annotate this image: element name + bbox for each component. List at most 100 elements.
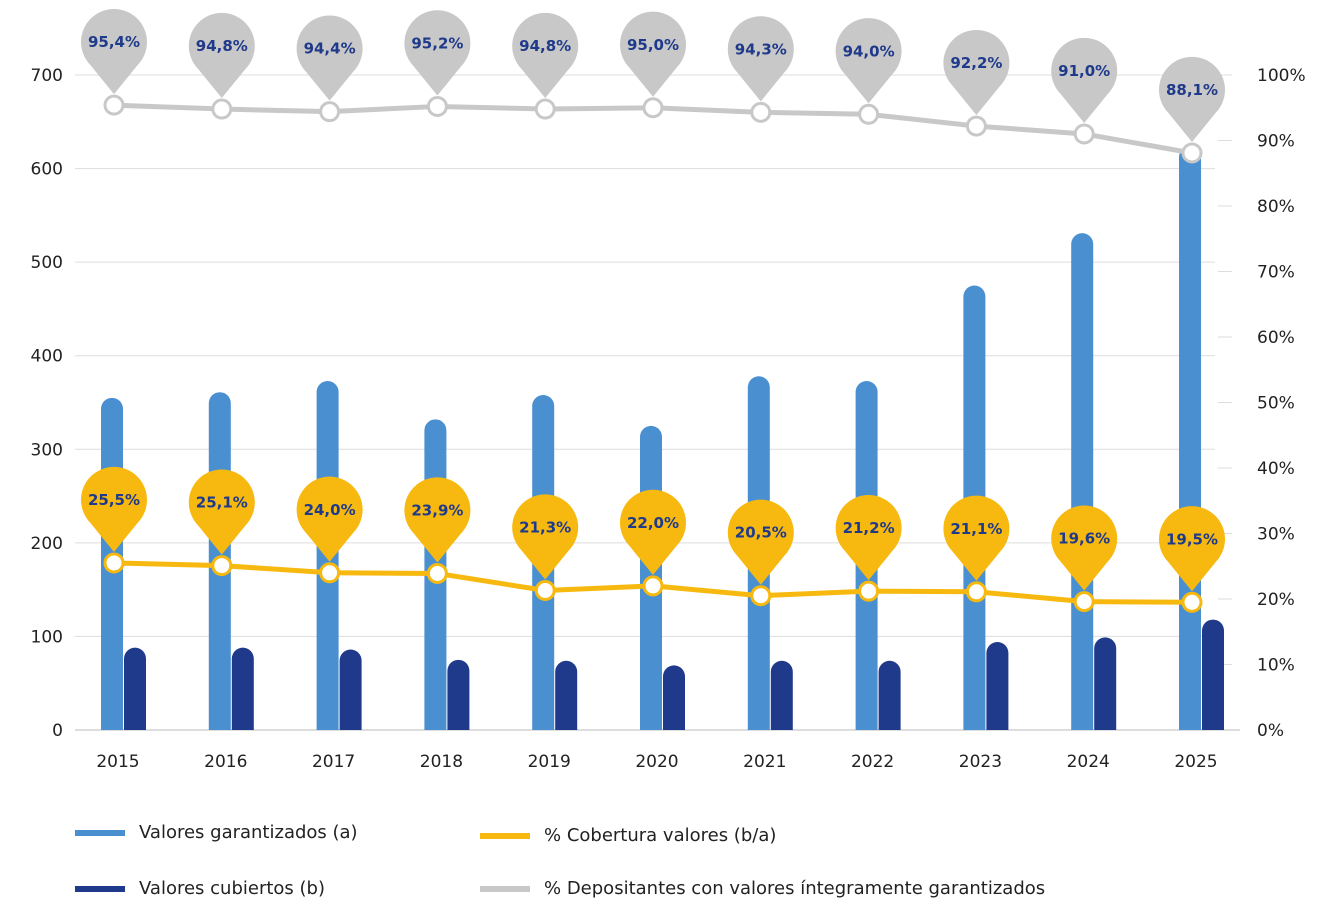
pin-label: 88,1% xyxy=(1166,81,1218,99)
x-tick-label: 2018 xyxy=(420,752,463,772)
point-depositantes xyxy=(211,98,233,120)
y-right-tick-label: 20% xyxy=(1257,590,1295,610)
point-depositantes xyxy=(750,101,772,123)
pin-shape xyxy=(188,12,255,99)
point-depositantes xyxy=(534,98,556,120)
pin-cobertura: 25,1% xyxy=(188,469,255,555)
pin-shape xyxy=(404,477,471,563)
pin-label: 19,5% xyxy=(1166,530,1218,548)
pin-shape xyxy=(943,495,1010,581)
bar-valores-cubiertos xyxy=(447,659,470,730)
y-right-tick-label: 100% xyxy=(1257,66,1306,86)
y-left-tick-label: 300 xyxy=(31,440,63,460)
pin-cobertura: 23,9% xyxy=(404,477,471,563)
pin-shape xyxy=(1051,505,1118,591)
point-cobertura xyxy=(642,575,664,597)
pin-cobertura: 22,0% xyxy=(620,489,686,575)
pin-shape xyxy=(296,476,363,562)
pin-label: 21,2% xyxy=(843,519,895,537)
pin-cobertura: 19,5% xyxy=(1159,506,1226,592)
pin-label: 21,1% xyxy=(950,520,1002,538)
point-depositantes xyxy=(965,115,987,137)
bar-valores-cubiertos xyxy=(1202,619,1224,730)
y-left-tick-label: 400 xyxy=(31,347,63,367)
point-cobertura xyxy=(1181,591,1203,613)
point-cobertura xyxy=(103,552,125,574)
x-tick-label: 2015 xyxy=(96,752,139,772)
point-cobertura xyxy=(1073,591,1095,613)
x-tick-label: 2021 xyxy=(743,752,786,772)
x-tick-label: 2017 xyxy=(312,752,355,772)
pin-label: 91,0% xyxy=(1058,62,1110,80)
point-cobertura xyxy=(858,580,880,602)
pin-shape xyxy=(512,12,579,99)
point-cobertura xyxy=(965,581,987,603)
pin-label: 94,4% xyxy=(304,40,356,58)
bar-valores-garantizados xyxy=(1071,233,1094,730)
pin-shape xyxy=(835,18,902,104)
bar-valores-cubiertos xyxy=(878,660,901,730)
pin-label: 92,2% xyxy=(950,54,1002,72)
point-cobertura xyxy=(426,562,448,584)
bar-valores-cubiertos xyxy=(555,660,578,730)
point-depositantes xyxy=(642,97,664,119)
y-left-tick-label: 500 xyxy=(31,253,63,273)
y-right-tick-label: 10% xyxy=(1257,656,1295,676)
pin-shape xyxy=(81,466,148,552)
pin-label: 95,2% xyxy=(411,34,463,52)
pin-depositantes: 94,3% xyxy=(727,16,794,102)
pin-shape xyxy=(188,469,255,555)
point-depositantes xyxy=(426,95,448,117)
x-tick-label: 2022 xyxy=(851,752,894,772)
bar-valores-cubiertos xyxy=(770,660,793,730)
bar-valores-cubiertos xyxy=(339,649,362,730)
pin-cobertura: 25,5% xyxy=(81,466,148,552)
pin-depositantes: 95,0% xyxy=(620,11,686,97)
pin-label: 25,5% xyxy=(88,491,140,509)
pin-shape xyxy=(1051,37,1118,123)
pin-cobertura: 19,6% xyxy=(1051,505,1118,591)
y-left-tick-label: 100 xyxy=(31,627,63,647)
point-cobertura xyxy=(750,585,772,607)
bar-valores-garantizados xyxy=(1179,146,1201,731)
pin-label: 25,1% xyxy=(196,494,248,512)
pin-label: 19,6% xyxy=(1058,530,1110,548)
pin-label: 94,8% xyxy=(519,37,571,55)
pin-label: 95,4% xyxy=(88,33,140,51)
point-depositantes xyxy=(319,101,341,123)
y-right-tick-label: 80% xyxy=(1257,197,1295,217)
pin-cobertura: 21,3% xyxy=(512,494,579,580)
bar-valores-cubiertos xyxy=(986,642,1009,730)
y-right-tick-label: 90% xyxy=(1257,132,1295,152)
pin-label: 94,0% xyxy=(843,42,895,60)
pin-cobertura: 21,1% xyxy=(943,495,1010,581)
pin-label: 95,0% xyxy=(627,36,679,54)
pin-shape xyxy=(1159,56,1225,142)
x-tick-label: 2024 xyxy=(1067,752,1110,772)
y-right-tick-label: 40% xyxy=(1257,459,1295,479)
y-left-tick-label: 200 xyxy=(31,534,63,554)
pin-label: 21,3% xyxy=(519,518,571,536)
y-right-tick-label: 70% xyxy=(1257,263,1295,283)
x-tick-label: 2016 xyxy=(204,752,247,772)
pin-label: 94,8% xyxy=(196,37,248,55)
bar-valores-cubiertos xyxy=(1094,637,1117,730)
pin-label: 23,9% xyxy=(411,501,463,519)
point-depositantes xyxy=(1181,142,1203,164)
pin-shape xyxy=(727,16,794,102)
point-depositantes xyxy=(858,103,880,125)
y-left-tick-label: 600 xyxy=(31,160,63,180)
point-depositantes xyxy=(103,94,125,116)
pin-shape xyxy=(512,494,579,580)
pin-label: 20,5% xyxy=(735,524,787,542)
pin-depositantes: 91,0% xyxy=(1051,37,1118,123)
x-tick-label: 2020 xyxy=(635,752,678,772)
y-right-tick-label: 0% xyxy=(1257,721,1284,741)
point-cobertura xyxy=(534,579,556,601)
x-tick-label: 2023 xyxy=(959,752,1002,772)
pin-shape xyxy=(404,10,471,96)
pin-shape xyxy=(296,15,363,101)
pin-depositantes: 95,4% xyxy=(80,8,147,95)
